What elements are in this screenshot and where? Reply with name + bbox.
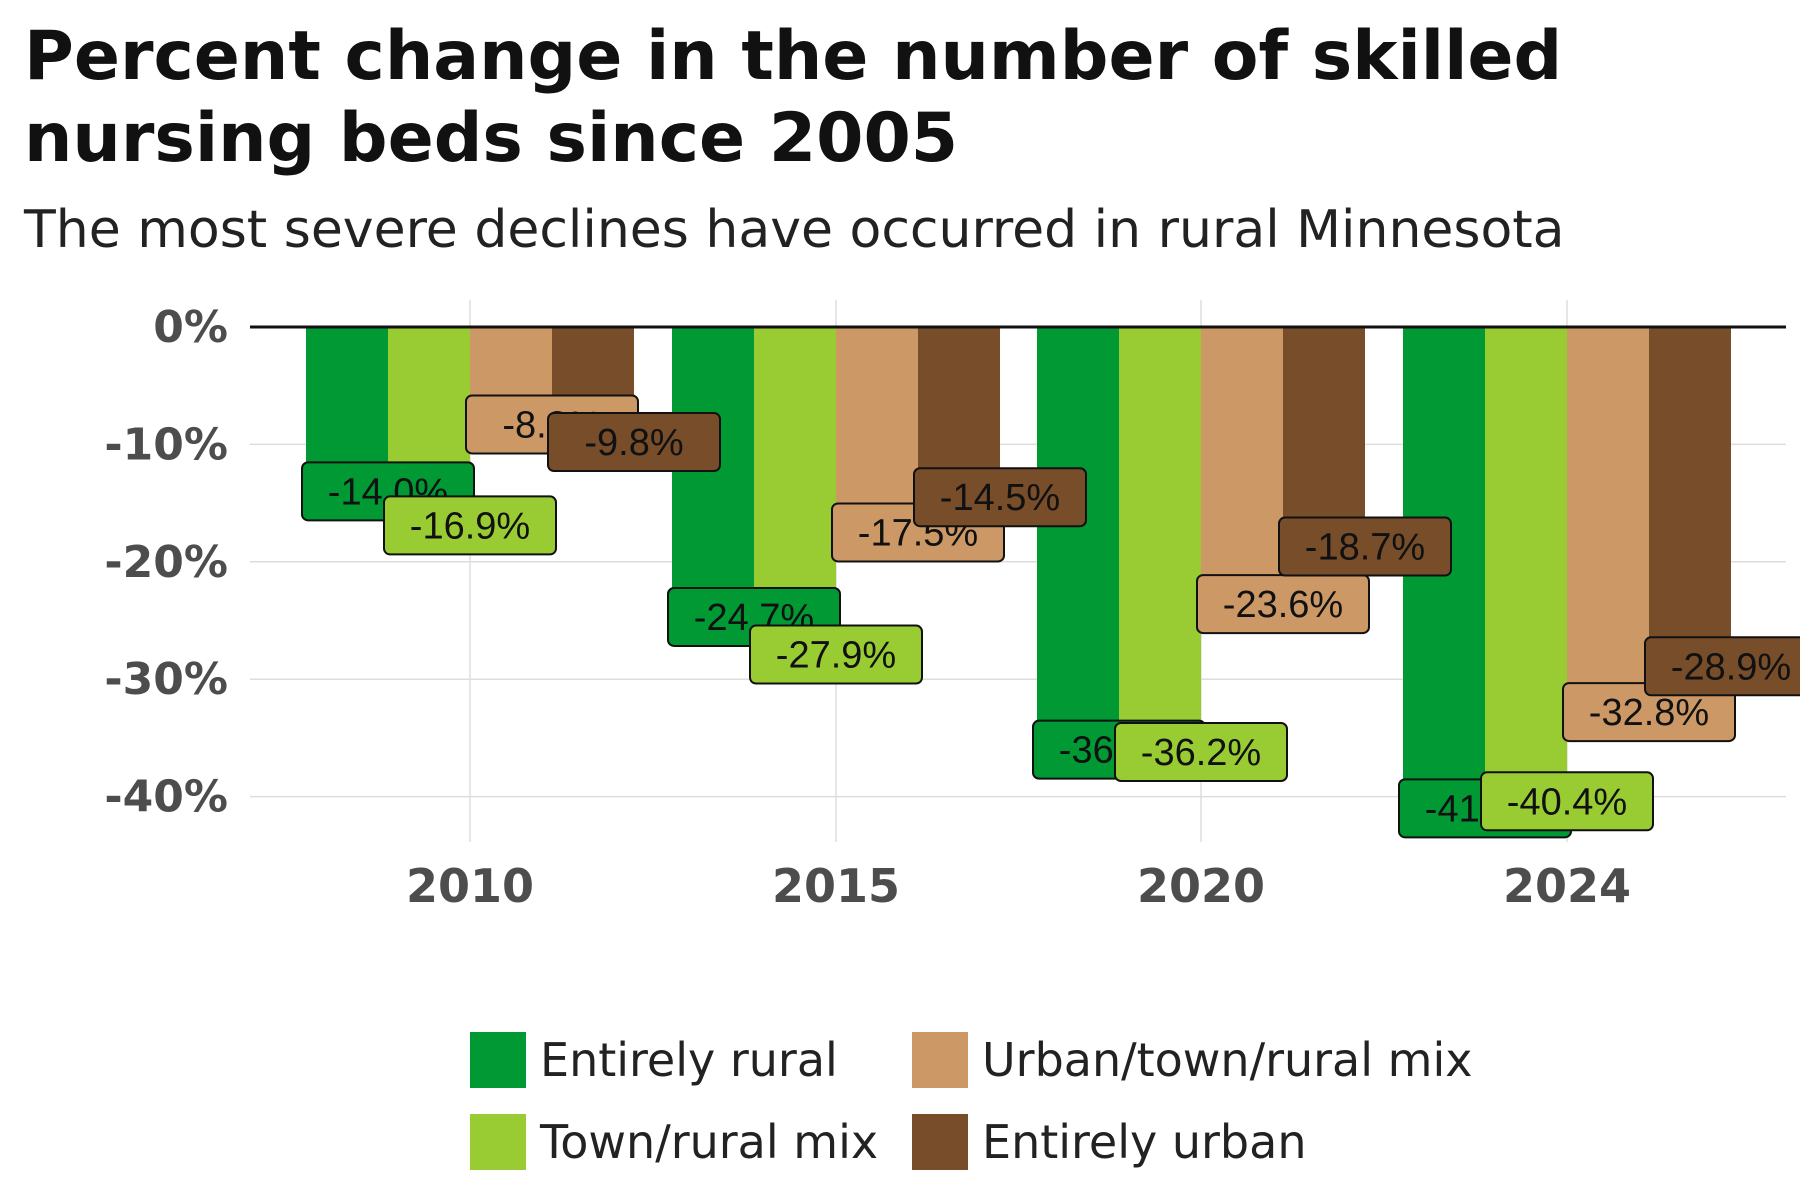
data-label: -28.9% — [1644, 636, 1800, 697]
data-label-box — [547, 412, 721, 473]
x-tick-label: 2024 — [1503, 859, 1631, 913]
data-label: -40.4% — [1480, 771, 1654, 832]
data-label: -36.2% — [1114, 721, 1288, 782]
legend-swatch — [912, 1114, 968, 1170]
y-tick-label: -10% — [104, 419, 228, 470]
legend-item-entirely-urban: Entirely urban — [912, 1112, 1306, 1172]
data-label-text: -16.9% — [410, 505, 530, 547]
data-labels: -8.3%-17.5%-23.6%-32.8%-9.8%-14.5%-18.7%… — [301, 394, 1800, 839]
data-label-text: -40.4% — [1507, 781, 1627, 823]
data-label-box — [1278, 516, 1452, 577]
bar — [1649, 327, 1731, 667]
bar — [1201, 327, 1283, 605]
x-tick-label: 2010 — [406, 859, 534, 913]
data-label-text: -18.7% — [1305, 527, 1425, 569]
data-label: -27.9% — [749, 624, 923, 685]
axis-labels: 0% -10% -20% -30% -40% 2010 2015 2020 2024 — [104, 302, 1631, 913]
data-label-box — [1480, 771, 1654, 832]
data-label-text: -32.8% — [1589, 692, 1709, 734]
data-label-text: -9.8% — [584, 422, 683, 464]
x-tick-label: 2015 — [772, 859, 900, 913]
data-label-box — [749, 624, 923, 685]
y-tick-label: -20% — [104, 537, 228, 588]
data-label-box — [383, 495, 557, 556]
y-tick-label: -40% — [104, 772, 228, 823]
bar-chart: -8.3%-17.5%-23.6%-32.8%-9.8%-14.5%-18.7%… — [104, 300, 1800, 913]
legend: Entirely rural Town/rural mix Urban/town… — [470, 1030, 1570, 1190]
data-label-text: -28.9% — [1671, 646, 1791, 688]
data-label: -32.8% — [1562, 682, 1736, 743]
data-label-text: -27.9% — [776, 635, 896, 677]
data-label-text: -36.2% — [1141, 732, 1261, 774]
legend-swatch — [470, 1032, 526, 1088]
data-label-text: -23.6% — [1223, 584, 1343, 626]
data-label-box — [913, 467, 1087, 528]
legend-label: Town/rural mix — [540, 1115, 879, 1169]
legend-item-town-rural-mix: Town/rural mix — [470, 1112, 878, 1172]
legend-item-urban-town-rural-mix: Urban/town/rural mix — [912, 1030, 1472, 1090]
chart-title: Percent change in the number of skilled … — [24, 17, 1563, 178]
data-label-box — [1644, 636, 1800, 697]
data-label: -14.5% — [913, 467, 1087, 528]
chart-subtitle: The most severe declines have occurred i… — [24, 200, 1565, 260]
data-label: -9.8% — [547, 412, 721, 473]
bar — [1119, 327, 1201, 752]
data-label: -23.6% — [1196, 574, 1370, 635]
legend-label: Urban/town/rural mix — [982, 1033, 1473, 1087]
bar — [836, 327, 918, 533]
legend-swatch — [912, 1032, 968, 1088]
bar — [1567, 327, 1649, 713]
bar — [1283, 327, 1365, 547]
legend-label: Entirely urban — [982, 1115, 1307, 1169]
data-label: -18.7% — [1278, 516, 1452, 577]
bars — [306, 327, 1731, 809]
y-tick-label: -30% — [104, 654, 228, 705]
bar — [1037, 327, 1119, 750]
x-tick-label: 2020 — [1137, 859, 1265, 913]
data-label-box — [1114, 721, 1288, 782]
y-tick-label: 0% — [153, 302, 228, 353]
data-label-text: -14.5% — [940, 477, 1060, 519]
data-label: -16.9% — [383, 495, 557, 556]
bar — [1485, 327, 1567, 802]
legend-swatch — [470, 1114, 526, 1170]
legend-item-entirely-rural: Entirely rural — [470, 1030, 838, 1090]
legend-label: Entirely rural — [540, 1033, 838, 1087]
